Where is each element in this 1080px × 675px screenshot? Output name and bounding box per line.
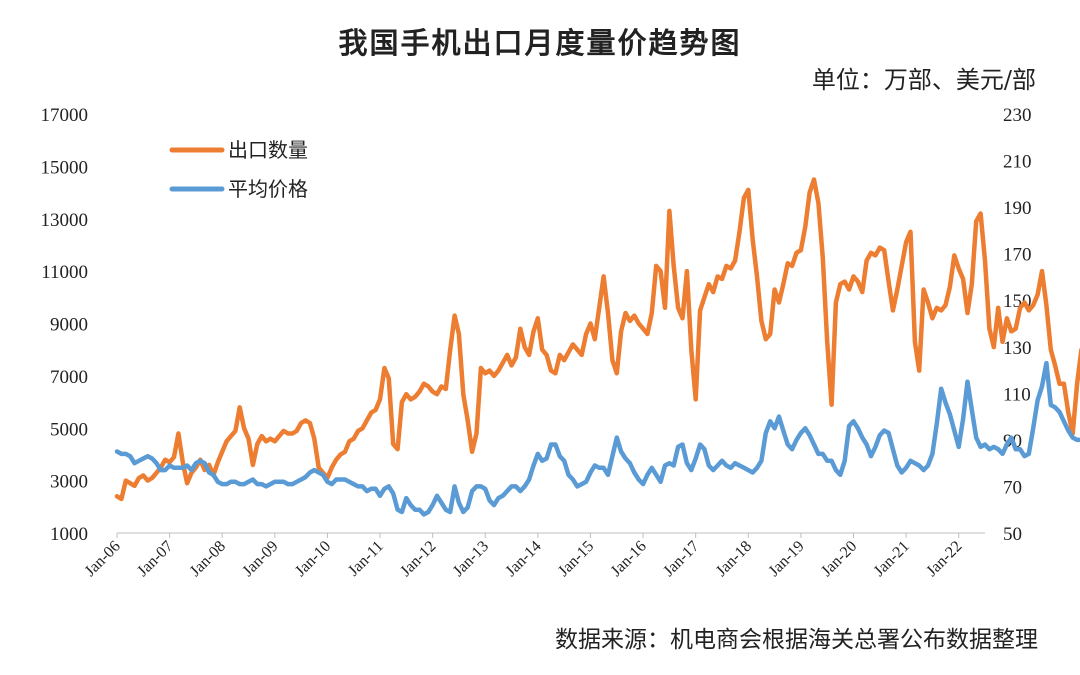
plot-area xyxy=(114,177,1080,517)
y-right-tick-label: 130 xyxy=(1003,338,1032,359)
y-left-tick-label: 17000 xyxy=(41,105,89,126)
y-left-tick-label: 1000 xyxy=(50,524,88,545)
source-note: 数据来源：机电商会根据海关总署公布数据整理 xyxy=(555,627,1038,653)
y-left-tick-label: 11000 xyxy=(41,262,88,283)
x-tick-label: Jan-17 xyxy=(660,538,702,580)
legend: 出口数量 平均价格 xyxy=(169,138,308,201)
legend-label-price: 平均价格 xyxy=(228,177,308,201)
y-right-tick-label: 230 xyxy=(1003,105,1032,126)
y-right-tick-label: 110 xyxy=(1003,384,1031,405)
y-left-tick-label: 13000 xyxy=(41,210,89,231)
x-tick-label: Jan-13 xyxy=(450,538,492,580)
y-left-tick-label: 3000 xyxy=(50,472,88,493)
x-tick-label: Jan-19 xyxy=(766,538,808,580)
x-tick-label: Jan-10 xyxy=(292,538,334,580)
x-tick-label: Jan-09 xyxy=(239,538,281,580)
x-tick-label: Jan-12 xyxy=(397,538,439,580)
y-left-tick-label: 9000 xyxy=(50,315,88,336)
x-tick-label: Jan-11 xyxy=(345,538,387,580)
chart-title: 我国手机出口月度量价趋势图 xyxy=(338,26,742,60)
x-tick-label: Jan-07 xyxy=(134,538,176,580)
y-axis-left: 1000 3000 5000 7000 9000 11000 13000 15000 17000 xyxy=(41,105,89,545)
y-left-tick-label: 5000 xyxy=(50,419,88,440)
y-right-tick-label: 210 xyxy=(1003,152,1032,173)
y-right-tick-label: 170 xyxy=(1003,245,1032,266)
x-tick-label: Jan-22 xyxy=(923,538,965,580)
x-tick-label: Jan-16 xyxy=(608,538,650,580)
series-line-price xyxy=(114,360,1080,517)
x-tick-label: Jan-15 xyxy=(555,538,597,580)
unit-label: 单位：万部、美元/部 xyxy=(811,66,1036,94)
y-right-tick-label: 50 xyxy=(1003,524,1022,545)
x-tick-label: Jan-18 xyxy=(713,538,755,580)
x-tick-label: Jan-08 xyxy=(187,538,229,580)
x-axis: Jan-06 Jan-07 Jan-08 Jan-09 Jan-10 Jan-11 Jan-… xyxy=(82,532,985,580)
x-tick-label: Jan-21 xyxy=(871,538,913,580)
x-tick-label: Jan-14 xyxy=(502,538,544,580)
y-right-tick-label: 70 xyxy=(1003,477,1022,498)
x-tick-label: Jan-20 xyxy=(818,538,860,580)
legend-label-quantity: 出口数量 xyxy=(228,138,308,162)
series-line-quantity xyxy=(114,177,1080,502)
y-left-tick-label: 15000 xyxy=(41,157,89,178)
y-left-tick-label: 7000 xyxy=(50,367,88,388)
y-right-tick-label: 190 xyxy=(1003,198,1032,219)
